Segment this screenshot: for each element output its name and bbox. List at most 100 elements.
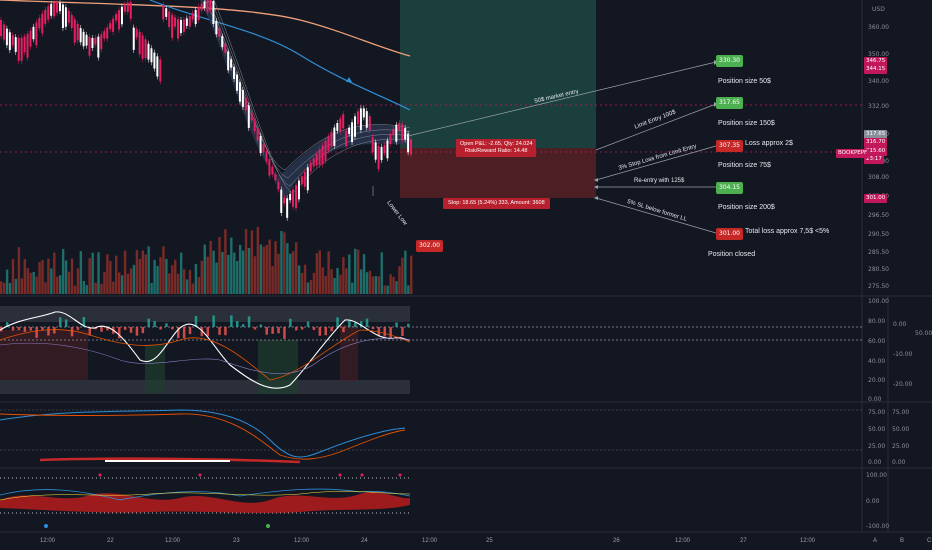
- volume-bar: [165, 258, 168, 294]
- osc-tick: 0.00: [866, 498, 880, 505]
- time-tick: 23: [233, 538, 240, 544]
- volume-bar: [47, 258, 50, 294]
- price-tag: 23:17: [864, 155, 884, 164]
- volume-bar: [238, 244, 242, 294]
- osc-bar: [182, 327, 186, 338]
- volume-bar: [23, 259, 26, 294]
- oscillator-3[interactable]: [0, 473, 411, 529]
- price-tag: 301.00: [864, 194, 888, 203]
- osc-bar: [289, 318, 292, 327]
- osc-bar: [200, 327, 204, 337]
- price-tick: 350.00: [868, 51, 889, 58]
- osc-bar: [318, 327, 322, 336]
- osc-bar: [53, 327, 56, 334]
- volume-bar: [159, 257, 162, 294]
- osc-bar: [188, 327, 192, 335]
- price-tag: 317.65: [864, 130, 888, 139]
- volume-bar: [218, 237, 221, 294]
- time-tick: 22: [107, 538, 114, 544]
- volume-bar: [401, 257, 404, 294]
- volume-bar: [41, 259, 44, 294]
- volume-bar: [2, 282, 6, 294]
- volume-bar: [389, 274, 392, 294]
- volume-bar: [56, 276, 59, 294]
- volume-bar: [126, 273, 130, 294]
- volume-bar: [259, 244, 262, 294]
- currency-label: USD: [872, 6, 885, 13]
- note-position-75: Position size 75$: [718, 162, 771, 169]
- volume-bar: [85, 285, 88, 294]
- price-tick: 290.50: [868, 231, 889, 238]
- volume-bar: [297, 265, 301, 294]
- volume-bar: [407, 285, 410, 294]
- volume-bar: [115, 255, 118, 294]
- candles: [0, 0, 413, 221]
- chip-317: 317.65: [716, 97, 743, 109]
- volume-bar: [38, 261, 41, 294]
- oscillator-2[interactable]: [0, 409, 862, 464]
- volume-bar: [377, 276, 380, 294]
- pnl-line-2: Risk/Reward Ratio: 14.48: [465, 148, 528, 154]
- volume-bar: [410, 255, 413, 294]
- osc-bar: [177, 327, 180, 339]
- volume-bar: [91, 252, 94, 294]
- corner-button[interactable]: A: [873, 538, 878, 544]
- osc-bar: [342, 327, 345, 333]
- volume-bar: [64, 260, 68, 294]
- volume-bar: [5, 269, 9, 294]
- volume-bar: [171, 265, 174, 294]
- note-position-closed: Position closed: [708, 251, 756, 258]
- ticker-tag: BOOKPEPF: [836, 149, 870, 158]
- volume-bar: [268, 239, 271, 294]
- volume-bar: [286, 243, 289, 294]
- volume-bar: [150, 282, 153, 294]
- volume-bar: [274, 241, 277, 294]
- volume-bar: [392, 276, 395, 294]
- stop-label: Stop: 18.65 (5.24%) 333, Amount: 3608: [443, 198, 550, 209]
- osc-bar: [336, 317, 339, 327]
- volume-bar: [197, 277, 201, 294]
- osc-bar: [82, 317, 86, 327]
- corner-button[interactable]: C: [927, 538, 932, 544]
- volume-bar: [339, 274, 342, 294]
- osc-tick: 0.00: [892, 459, 906, 466]
- volume-bar: [182, 269, 186, 294]
- volume-bar: [129, 268, 133, 294]
- corner-button[interactable]: B: [900, 538, 905, 544]
- osc-bar: [100, 327, 103, 332]
- osc-bar: [306, 321, 310, 327]
- osc-tick: 0.00: [868, 396, 882, 403]
- osc-bar: [312, 327, 316, 331]
- volume-bar: [20, 278, 24, 294]
- volume-bar: [123, 250, 127, 294]
- volume-bar: [368, 270, 372, 294]
- osc-bar: [23, 327, 27, 332]
- volume-bar: [14, 278, 18, 294]
- volume-bar: [215, 262, 218, 294]
- profit-zone: [400, 0, 596, 148]
- osc-bar: [41, 327, 44, 331]
- osc-bar: [59, 317, 62, 327]
- chip-304: 304.15: [716, 182, 743, 194]
- volume-bar: [156, 265, 159, 294]
- osc-bar: [218, 327, 221, 335]
- osc-bar: [377, 327, 381, 337]
- oscillator-1[interactable]: [0, 306, 862, 394]
- volume-bar: [73, 285, 77, 294]
- time-tick: 24: [361, 538, 368, 544]
- volume-bar: [354, 248, 357, 294]
- osc-bar: [171, 327, 174, 330]
- volume-bar: [318, 250, 321, 294]
- osc-bar: [330, 327, 333, 332]
- osc-bar: [236, 321, 239, 327]
- volume-bar: [221, 251, 224, 294]
- volume-bar: [188, 269, 192, 294]
- volume-bar: [185, 279, 189, 294]
- volume-bar: [300, 272, 304, 294]
- osc-bar: [277, 327, 280, 334]
- volume-bar: [359, 269, 363, 294]
- volume-bar: [147, 246, 150, 294]
- volume-bar: [61, 248, 65, 294]
- volume-bar: [200, 260, 203, 294]
